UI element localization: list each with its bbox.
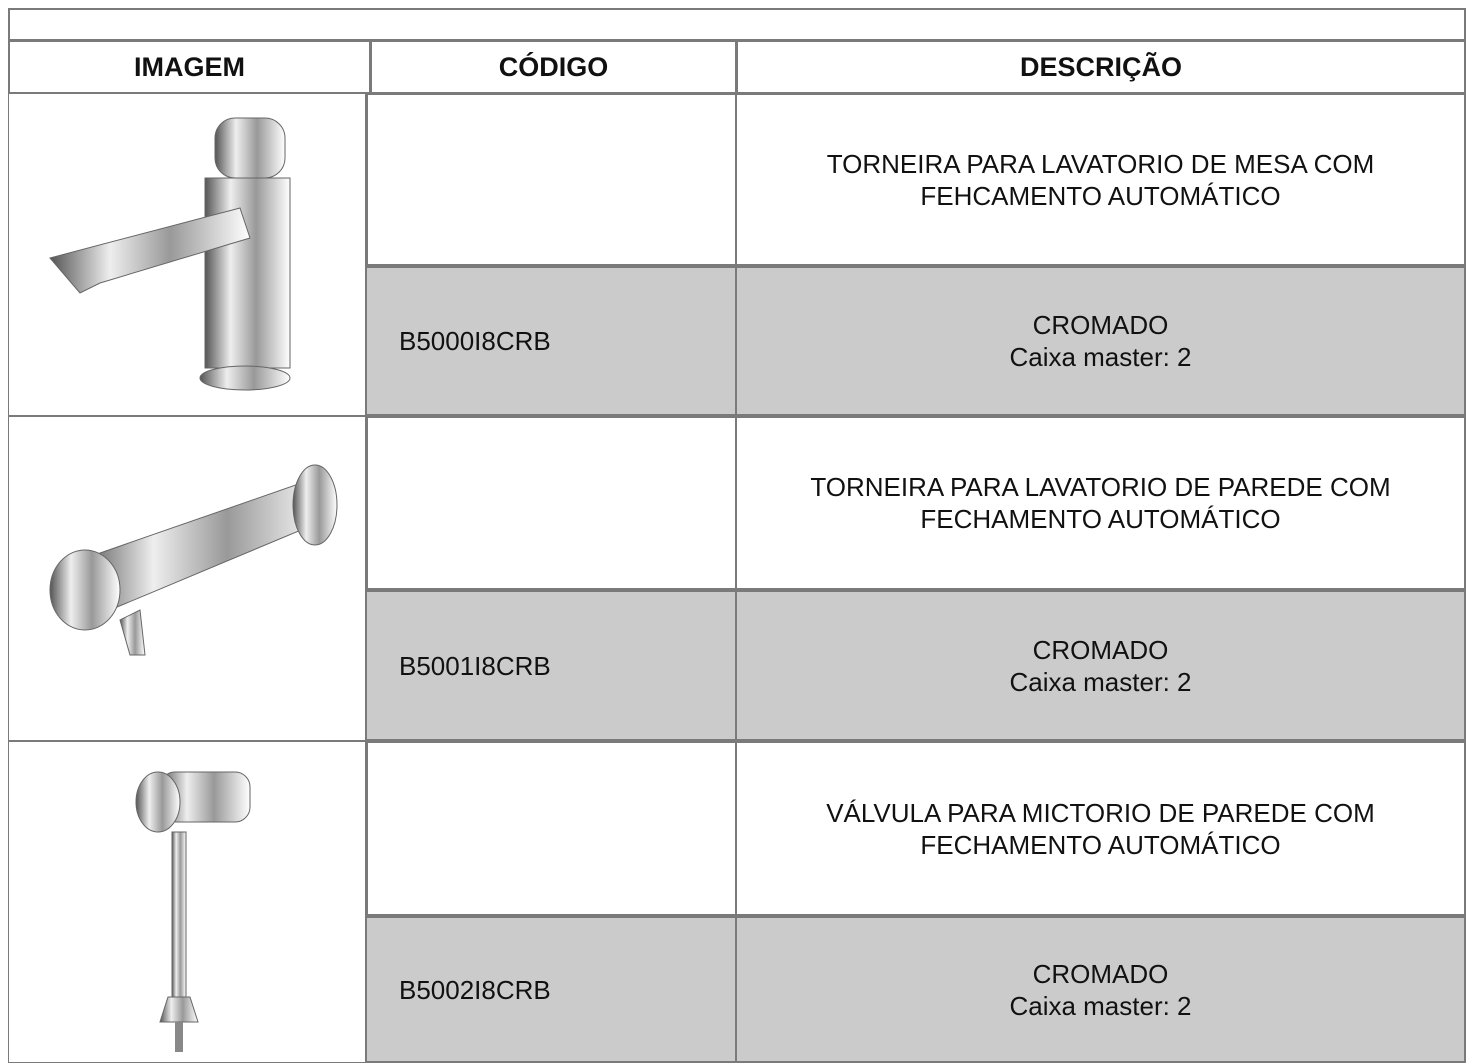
description-line: VÁLVULA PARA MICTORIO DE PAREDE COM	[826, 797, 1375, 828]
product-code: B5002I8CRB	[365, 916, 737, 1063]
description-cell: TORNEIRA PARA LAVATORIO DE PAREDE COM FEC…	[735, 416, 1466, 590]
master-box: Caixa master: 2	[1009, 342, 1192, 372]
finish: CROMADO	[1032, 310, 1169, 340]
code-cell-top	[365, 741, 737, 916]
description-line: FEHCAMENTO AUTOMÁTICO	[920, 180, 1281, 211]
column-header: DESCRIÇÃO	[736, 40, 1466, 94]
description-cell: VÁLVULA PARA MICTORIO DE PAREDE COM FECHA…	[735, 741, 1466, 916]
column-header: IMAGEM	[8, 40, 371, 94]
finish-cell: CROMADO Caixa master: 2	[735, 590, 1466, 741]
master-box: Caixa master: 2	[1009, 990, 1192, 1021]
product-image	[135, 771, 251, 1052]
finish: CROMADO	[1032, 958, 1169, 989]
product-code: B5000I8CRB	[365, 266, 737, 416]
product-image	[49, 464, 338, 656]
code-cell-top	[365, 93, 737, 266]
description-line: FECHAMENTO AUTOMÁTICO	[920, 829, 1281, 860]
code-cell-top	[365, 416, 737, 590]
product-code: B5001I8CRB	[365, 590, 737, 741]
description-cell: TORNEIRA PARA LAVATORIO DE MESA COM FEHCA…	[735, 93, 1466, 266]
table-top-bar	[8, 8, 1466, 41]
finish-cell: CROMADO Caixa master: 2	[735, 916, 1466, 1063]
product-image	[49, 117, 291, 391]
finish: CROMADO	[1032, 634, 1169, 665]
finish-cell: CROMADO Caixa master: 2	[735, 266, 1466, 416]
master-box: Caixa master: 2	[1009, 666, 1192, 697]
description-line: TORNEIRA PARA LAVATORIO DE PAREDE COM	[810, 472, 1391, 502]
column-header: CÓDIGO	[370, 40, 737, 94]
description-line: TORNEIRA PARA LAVATORIO DE MESA COM	[826, 148, 1375, 179]
description-line: FECHAMENTO AUTOMÁTICO	[920, 504, 1281, 534]
